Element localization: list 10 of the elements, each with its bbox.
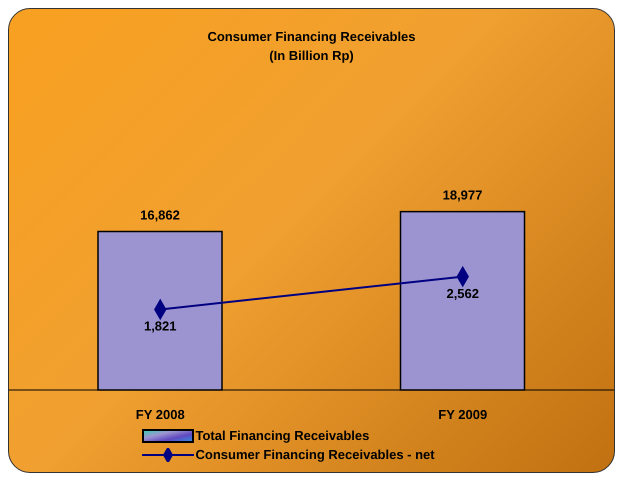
x-tick-label: FY 2008 — [136, 407, 185, 422]
data-label: 16,862 — [140, 207, 180, 222]
chart-title: Consumer Financing Receivables — [206, 28, 417, 46]
data-label: 1,821 — [144, 318, 177, 334]
x-tick-label: FY 2009 — [438, 407, 488, 422]
legend-label: Consumer Financing Receivables - net — [196, 447, 435, 462]
legend-label: Total Financing Receivables — [196, 428, 370, 443]
data-label: 18,977 — [442, 188, 482, 203]
data-label: 2,562 — [446, 286, 480, 301]
chart-subtitle: (In Billion Rp) — [268, 47, 355, 65]
